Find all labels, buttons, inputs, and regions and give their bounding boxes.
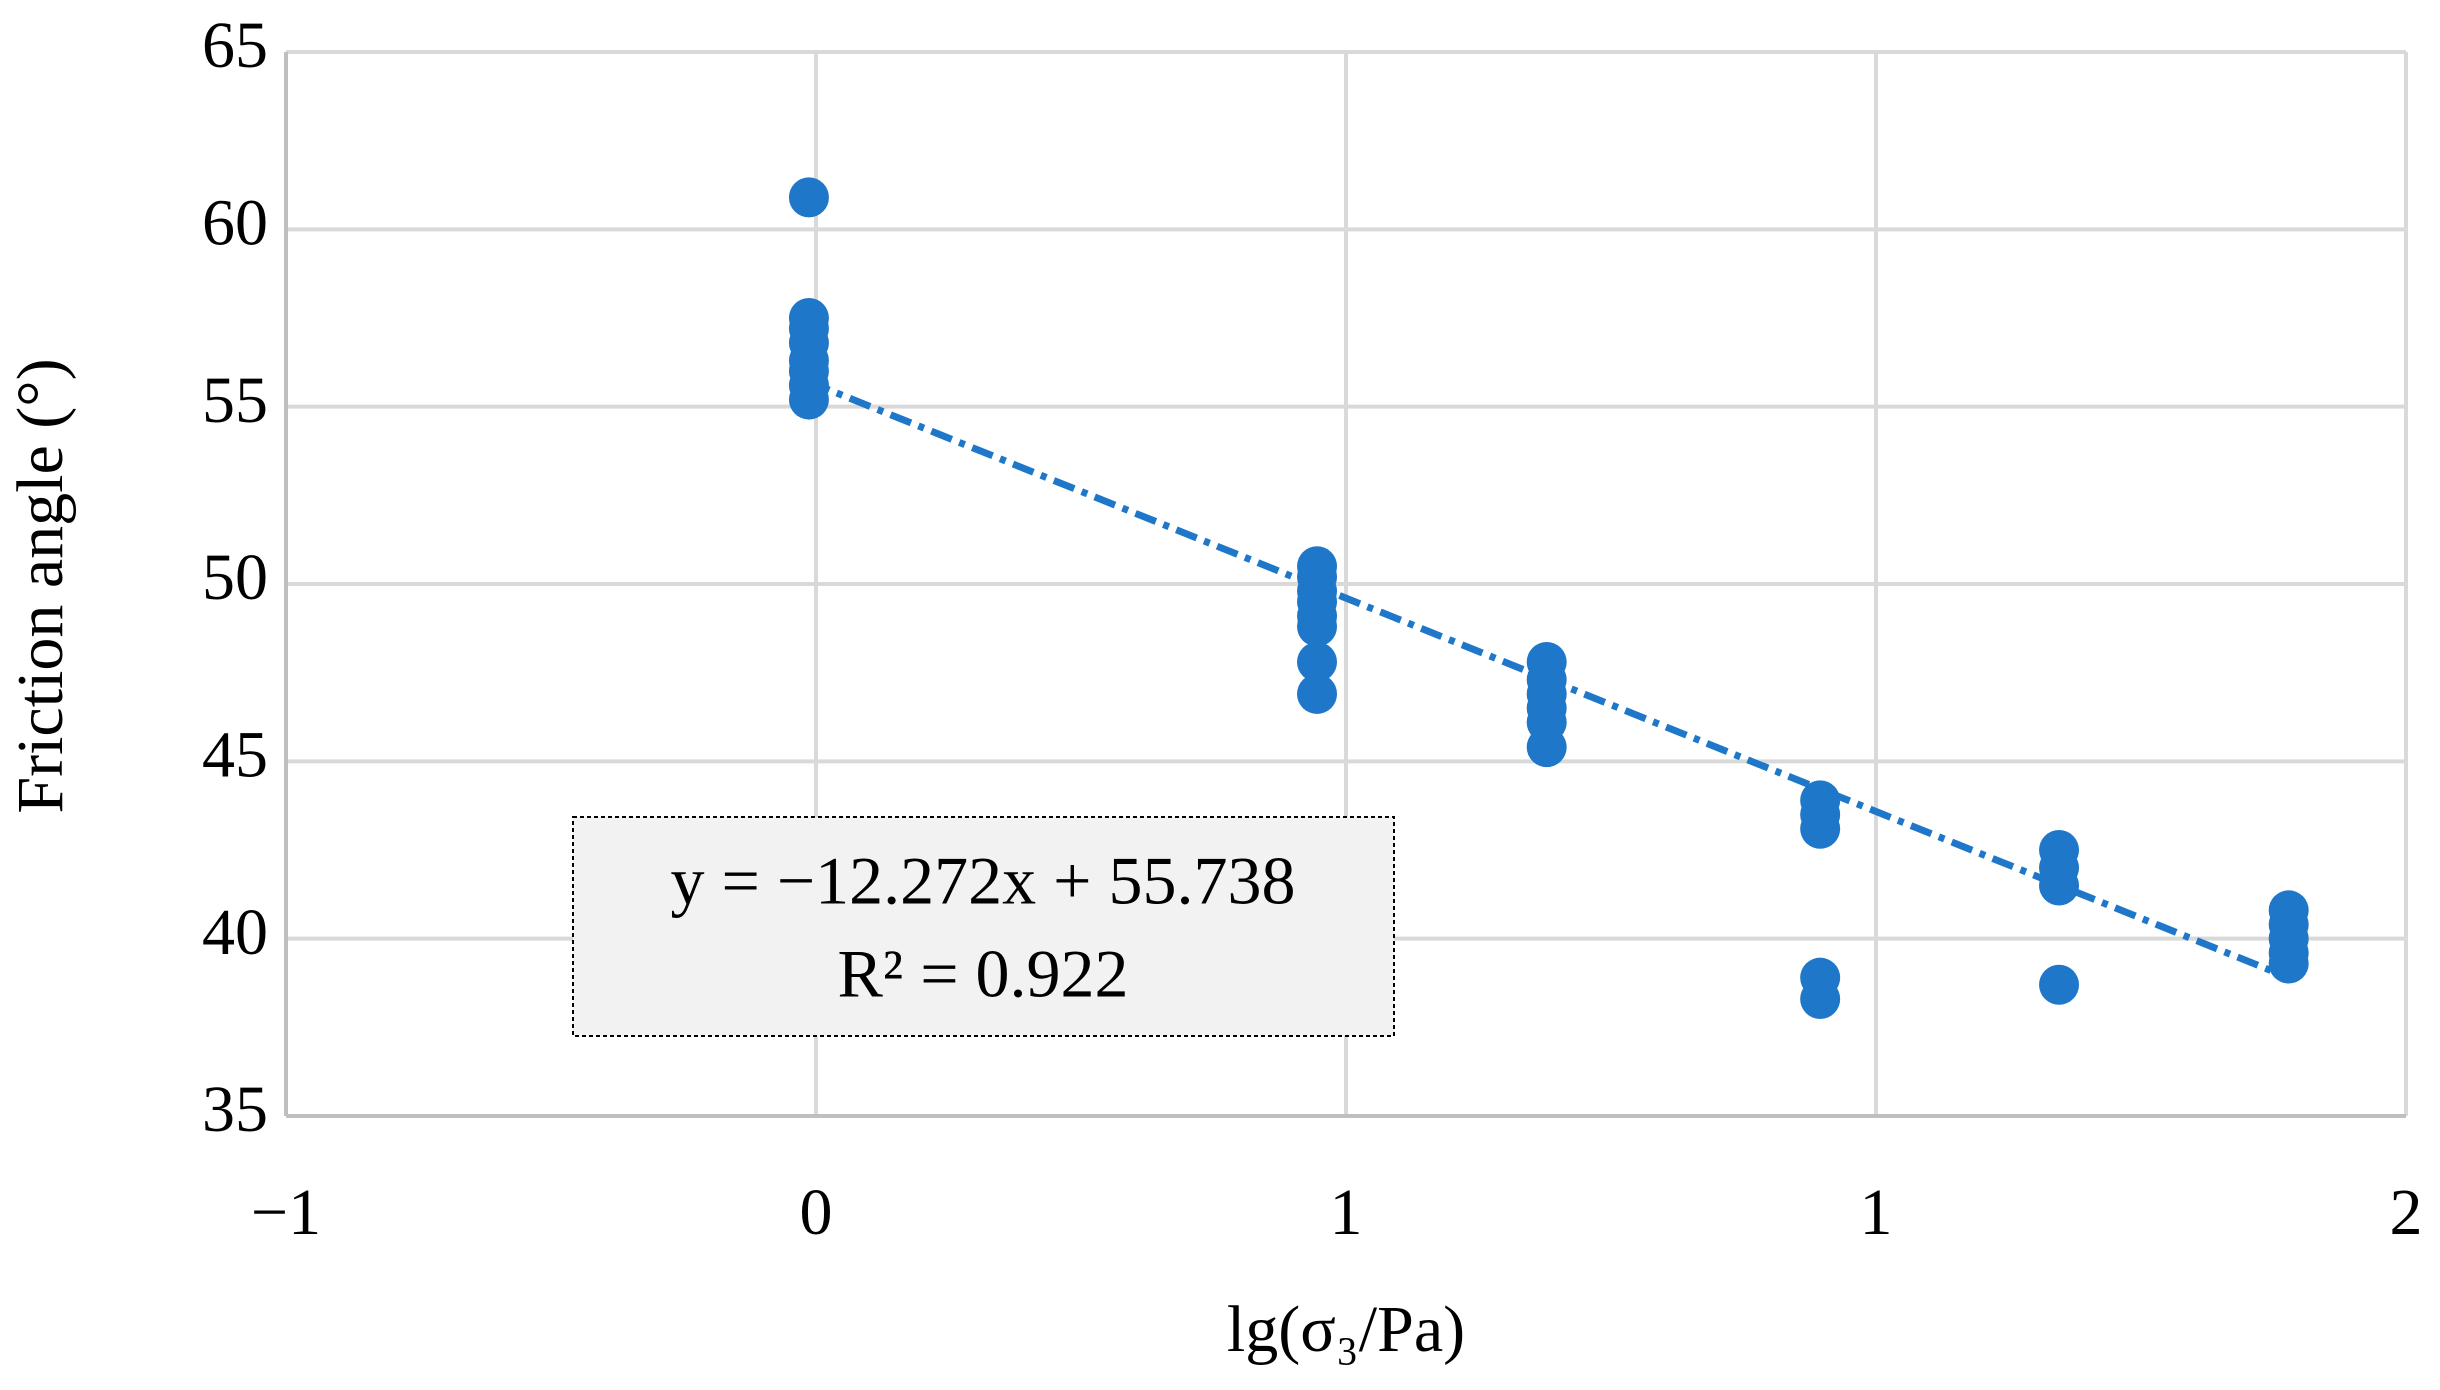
x-axis-label: lg(σ₃/Pa) xyxy=(1227,1293,1465,1366)
x-tick-label: 1 xyxy=(1860,1176,1893,1249)
y-tick-label: 50 xyxy=(202,541,268,614)
x-tick-label: −1 xyxy=(251,1176,321,1249)
y-axis-label: Friction angle (°) xyxy=(4,358,77,813)
point xyxy=(1800,808,1841,849)
y-tick-label: 45 xyxy=(202,718,268,791)
point xyxy=(1800,978,1841,1019)
annotation-text: R² = 0.922 xyxy=(837,936,1128,1012)
annotation-box xyxy=(572,816,1395,1037)
y-tick-label: 60 xyxy=(202,186,268,259)
y-tick-label: 55 xyxy=(202,364,268,437)
point xyxy=(1297,673,1338,714)
y-tick-label: 65 xyxy=(202,9,268,82)
point xyxy=(2039,865,2080,906)
point xyxy=(2039,964,2080,1005)
y-tick-label: 35 xyxy=(202,1073,268,1146)
point xyxy=(788,177,829,218)
annotation-text: y = −12.272x + 55.738 xyxy=(670,843,1295,919)
x-tick-label: 1 xyxy=(1330,1176,1363,1249)
x-tick-label: 0 xyxy=(800,1176,833,1249)
y-tick-label: 40 xyxy=(202,896,268,969)
point xyxy=(1297,606,1338,647)
point xyxy=(1297,642,1338,683)
trendline xyxy=(807,378,2290,981)
x-tick-label: 2 xyxy=(2390,1176,2423,1249)
point xyxy=(1526,727,1567,768)
